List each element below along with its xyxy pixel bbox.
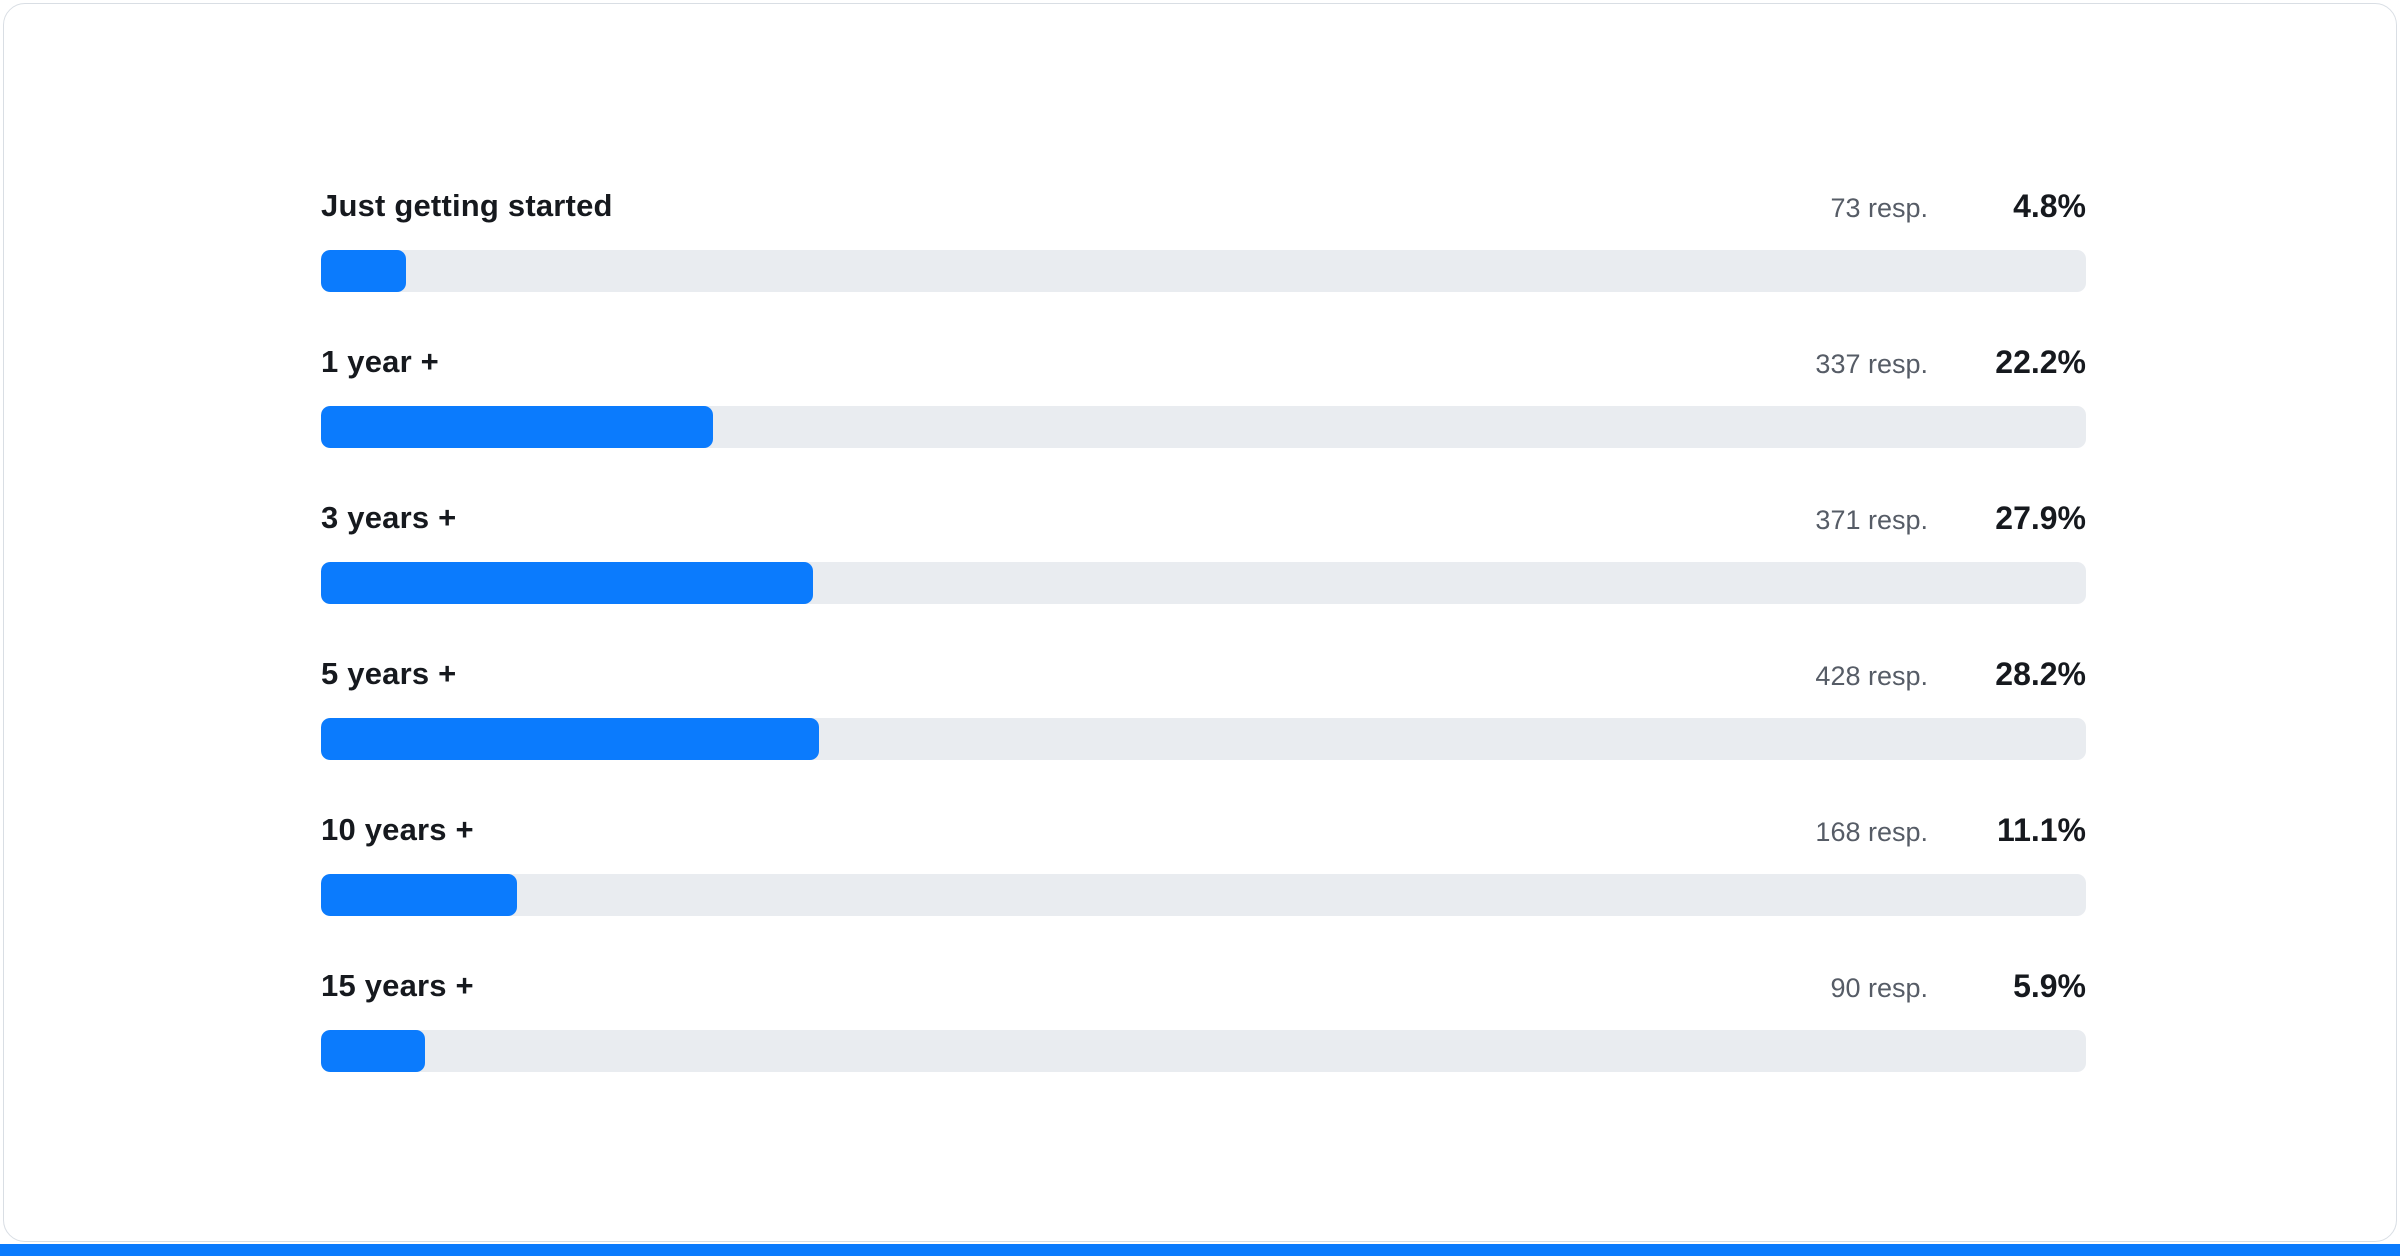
response-count: 168 resp. bbox=[1815, 816, 1928, 847]
bar-track bbox=[321, 1030, 2086, 1072]
bar-track bbox=[321, 406, 2086, 448]
survey-row: 3 years + 371 resp. 27.9% bbox=[321, 496, 2086, 604]
survey-row: 15 years + 90 resp. 5.9% bbox=[321, 964, 2086, 1072]
percentage-value: 28.2% bbox=[1995, 655, 2086, 692]
percentage-value: 5.9% bbox=[2013, 967, 2086, 1004]
row-stats: 337 resp. 22.2% bbox=[1815, 344, 2086, 381]
response-count: 371 resp. bbox=[1815, 504, 1928, 535]
percentage-value: 27.9% bbox=[1995, 499, 2086, 536]
row-header: 5 years + 428 resp. 28.2% bbox=[321, 652, 2086, 696]
row-stats: 428 resp. 28.2% bbox=[1815, 656, 2086, 693]
bar-fill bbox=[321, 406, 713, 448]
bar-fill bbox=[321, 250, 406, 292]
response-count: 428 resp. bbox=[1815, 660, 1928, 691]
response-count: 73 resp. bbox=[1830, 192, 1928, 223]
row-header: 15 years + 90 resp. 5.9% bbox=[321, 964, 2086, 1008]
bar-track bbox=[321, 562, 2086, 604]
row-stats: 90 resp. 5.9% bbox=[1830, 968, 2086, 1005]
survey-row: 1 year + 337 resp. 22.2% bbox=[321, 340, 2086, 448]
bar-fill bbox=[321, 1030, 426, 1072]
survey-row: 10 years + 168 resp. 11.1% bbox=[321, 808, 2086, 916]
bar-fill bbox=[321, 562, 814, 604]
answer-label: 5 years + bbox=[321, 656, 457, 691]
survey-results-list: Just getting started 73 resp. 4.8% 1 yea… bbox=[321, 4, 2086, 1120]
row-header: Just getting started 73 resp. 4.8% bbox=[321, 184, 2086, 228]
row-header: 1 year + 337 resp. 22.2% bbox=[321, 340, 2086, 384]
response-count: 90 resp. bbox=[1830, 972, 1928, 1003]
answer-label: 15 years + bbox=[321, 968, 474, 1003]
answer-label: 1 year + bbox=[321, 344, 439, 379]
survey-row: 5 years + 428 resp. 28.2% bbox=[321, 652, 2086, 760]
response-count: 337 resp. bbox=[1815, 348, 1928, 379]
row-stats: 73 resp. 4.8% bbox=[1830, 188, 2086, 225]
bar-fill bbox=[321, 874, 517, 916]
answer-label: Just getting started bbox=[321, 188, 613, 223]
bar-fill bbox=[321, 718, 819, 760]
percentage-value: 11.1% bbox=[1997, 811, 2086, 848]
answer-label: 3 years + bbox=[321, 500, 457, 535]
percentage-value: 4.8% bbox=[2013, 187, 2086, 224]
survey-row: Just getting started 73 resp. 4.8% bbox=[321, 184, 2086, 292]
bar-track bbox=[321, 874, 2086, 916]
answer-label: 10 years + bbox=[321, 812, 474, 847]
percentage-value: 22.2% bbox=[1995, 343, 2086, 380]
bar-track bbox=[321, 250, 2086, 292]
row-stats: 371 resp. 27.9% bbox=[1815, 500, 2086, 537]
row-header: 3 years + 371 resp. 27.9% bbox=[321, 496, 2086, 540]
bottom-accent-bar bbox=[0, 1244, 2400, 1256]
results-card: Just getting started 73 resp. 4.8% 1 yea… bbox=[3, 3, 2397, 1242]
row-header: 10 years + 168 resp. 11.1% bbox=[321, 808, 2086, 852]
bar-track bbox=[321, 718, 2086, 760]
row-stats: 168 resp. 11.1% bbox=[1815, 812, 2086, 849]
